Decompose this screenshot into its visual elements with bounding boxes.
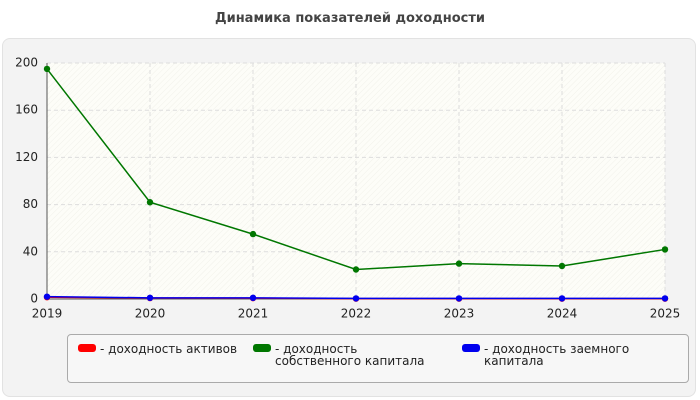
point — [43, 65, 51, 73]
y-tick-label: 200 — [15, 56, 38, 70]
y-tick-label: 40 — [23, 244, 38, 258]
legend: - доходность активов - доходность собстве… — [67, 334, 689, 383]
legend-swatch — [253, 344, 271, 352]
y-tick-label: 160 — [15, 103, 38, 117]
x-tick-label: 2019 — [32, 307, 63, 321]
legend-label: - доходность активов — [100, 342, 238, 356]
x-tick-label: 2020 — [135, 307, 166, 321]
point — [661, 246, 669, 253]
chart-title: Динамика показателей доходности — [215, 11, 485, 26]
x-tick-label: 2025 — [650, 307, 681, 321]
x-tick-label: 2023 — [444, 307, 475, 321]
point — [249, 294, 257, 302]
point — [43, 293, 51, 300]
x-tick-label: 2022 — [341, 307, 372, 321]
point — [249, 230, 257, 238]
point — [146, 294, 154, 302]
point — [352, 295, 360, 302]
y-tick-label: 120 — [15, 150, 38, 164]
y-tick-label: 80 — [23, 197, 38, 211]
point — [558, 295, 566, 302]
point — [558, 262, 566, 270]
point — [455, 260, 463, 267]
legend-swatch — [462, 344, 480, 352]
point — [661, 295, 669, 302]
legend-swatch — [78, 344, 96, 352]
legend-label: - доходность собственного капитала — [275, 342, 425, 368]
y-tick-label: 0 — [30, 292, 38, 306]
x-tick-label: 2024 — [547, 307, 578, 321]
point — [352, 266, 360, 273]
point — [455, 295, 463, 302]
legend-label: - доходность заемного капитала — [484, 342, 630, 368]
point — [146, 199, 154, 206]
x-tick-label: 2021 — [238, 307, 269, 321]
